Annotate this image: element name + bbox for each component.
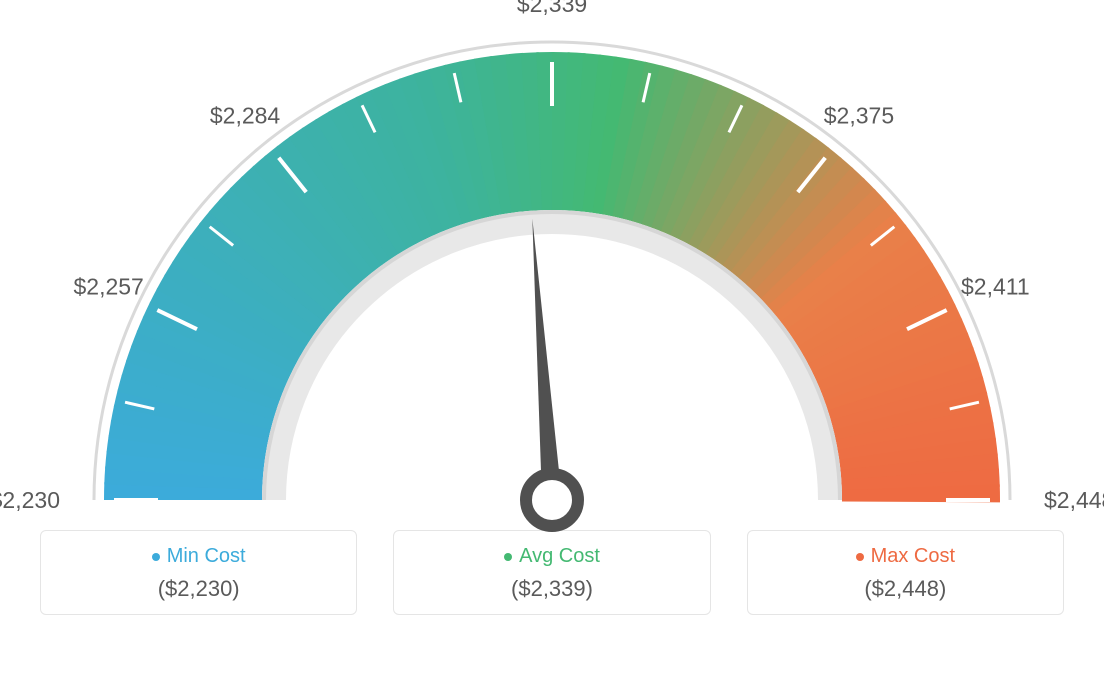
max-cost-card: Max Cost ($2,448) xyxy=(747,530,1064,615)
svg-text:$2,411: $2,411 xyxy=(961,274,1030,300)
max-cost-value: ($2,448) xyxy=(766,576,1045,602)
svg-text:$2,230: $2,230 xyxy=(0,487,60,513)
min-cost-card: Min Cost ($2,230) xyxy=(40,530,357,615)
svg-text:$2,448: $2,448 xyxy=(1044,487,1104,513)
svg-text:$2,375: $2,375 xyxy=(824,102,894,128)
svg-text:$2,284: $2,284 xyxy=(210,102,281,128)
max-cost-label: Max Cost xyxy=(871,545,955,568)
svg-text:$2,257: $2,257 xyxy=(73,274,143,300)
max-dot-icon xyxy=(856,553,864,561)
min-dot-icon xyxy=(152,553,160,561)
gauge-svg: $2,230 $2,257 $2,284 $2,339 $2,375 $2,411 $2,4… xyxy=(0,0,1104,540)
avg-dot-icon xyxy=(504,553,512,561)
avg-cost-value: ($2,339) xyxy=(412,576,691,602)
cost-cards-row: Min Cost ($2,230) Avg Cost ($2,339) Max … xyxy=(0,530,1104,615)
svg-text:$2,339: $2,339 xyxy=(517,0,587,17)
min-cost-value: ($2,230) xyxy=(59,576,338,602)
min-cost-label: Min Cost xyxy=(167,545,246,568)
avg-cost-card: Avg Cost ($2,339) xyxy=(393,530,710,615)
gauge-chart: $2,230 $2,257 $2,284 $2,339 $2,375 $2,411 $2,4… xyxy=(0,0,1104,540)
avg-cost-label: Avg Cost xyxy=(519,545,600,568)
